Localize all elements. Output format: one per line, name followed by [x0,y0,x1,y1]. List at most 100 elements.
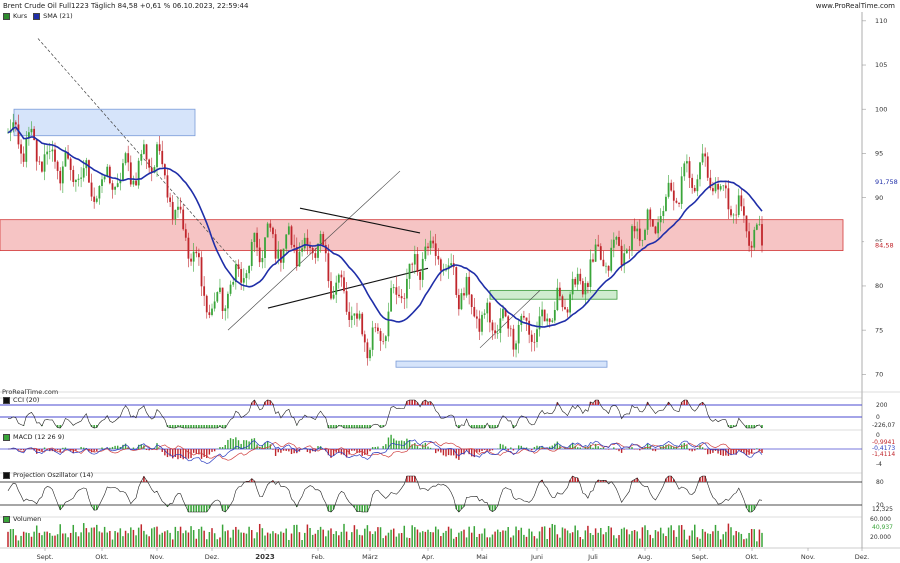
candle-body [714,184,717,192]
candle-body [143,144,145,154]
candle-body [135,180,137,186]
candle-body [553,309,556,321]
candle-body [475,316,478,319]
candle-body [548,318,551,322]
candle-body [88,160,90,183]
legend-sma: SMA (21) [43,12,73,20]
candle-body [343,277,345,292]
candle-body [408,263,411,279]
candle-body [137,160,140,186]
candle-body [264,237,266,258]
candle-body [589,259,592,287]
candle-body [434,243,437,256]
y-tick-label: 95 [875,150,883,158]
y-tick-label: 100 [875,105,887,113]
candle-body [150,167,153,173]
candle-body [704,153,707,157]
candle-body [240,269,243,283]
candle-body [579,273,582,282]
x-tick-label: Feb. [311,553,325,561]
candle-body [77,178,80,180]
candle-body [732,214,735,216]
candle-body [153,167,156,173]
candle-body [41,161,43,172]
candle-body [483,313,486,315]
candle-body [324,245,327,254]
candle-body [699,162,701,180]
candle-body [587,283,589,287]
vol-label: Volumen [13,515,42,523]
candle-body [421,258,424,280]
cci-swatch-icon [3,396,10,404]
candle-body [353,313,356,316]
candle-body [266,223,269,238]
watermark: ProRealTime.com [2,388,59,396]
candle-body [184,229,187,238]
candle-body [182,209,185,230]
candle-body [512,328,515,350]
candle-body [450,263,453,266]
candle-body [520,315,523,325]
candle-body [190,258,192,262]
candle-body [203,286,206,296]
y-tick-label: 80 [875,282,883,290]
candle-body [712,188,714,192]
cci-label: CCI (20) [13,396,40,404]
candle-body [455,267,458,295]
cci-line [7,399,763,429]
candle-body [166,175,169,198]
vol-legend: Volumen [3,515,41,523]
candle-body [327,253,330,282]
x-tick-label: Nov. [801,553,815,561]
candle-body [227,293,229,309]
trend-up [227,170,401,331]
candle-body [693,187,696,192]
candle-body [179,206,182,210]
candle-body [103,176,106,180]
candle-body [439,259,442,271]
site-link[interactable]: www.ProRealTime.com [815,2,895,10]
candle-body [491,322,494,331]
candle-body [665,196,667,212]
candle-body [646,209,649,230]
candle-body [633,226,636,232]
candle-body [468,276,471,295]
candle-body [361,313,364,335]
sma-value-label: 91,758 [875,178,898,186]
candle-body [72,169,75,182]
candle-body [612,239,615,248]
candle-body [311,248,314,254]
sma-path [7,126,763,328]
candle-body [546,318,549,322]
candle-body [636,228,639,232]
macd-signal-line [7,441,763,461]
candle-body [543,309,546,322]
candle-body [628,249,631,251]
candle-body [221,287,224,312]
candle-body [14,122,17,125]
candle-body [293,244,296,247]
triangle-upper [299,207,421,234]
y-tick-label: 70 [875,371,883,379]
candle-body [7,132,9,134]
x-tick-label: Okt. [745,553,759,561]
candle-body [571,278,574,295]
support-zone-green [489,289,618,300]
candle-body [330,281,332,299]
support-zone-lower [395,360,608,368]
macd-label: MACD (12 26 9) [13,433,65,441]
candle-body [242,278,245,283]
candle-body [625,249,628,254]
candle-body [569,294,571,313]
candle-body [261,257,264,263]
candle-body [530,334,533,342]
candle-body [56,161,59,171]
candle-body [250,241,253,267]
candle-body [620,245,623,266]
candle-body [322,234,325,246]
candle-body [499,318,502,333]
x-tick-label: Mai [476,553,488,561]
grid [0,12,900,549]
candle-body [253,232,256,242]
